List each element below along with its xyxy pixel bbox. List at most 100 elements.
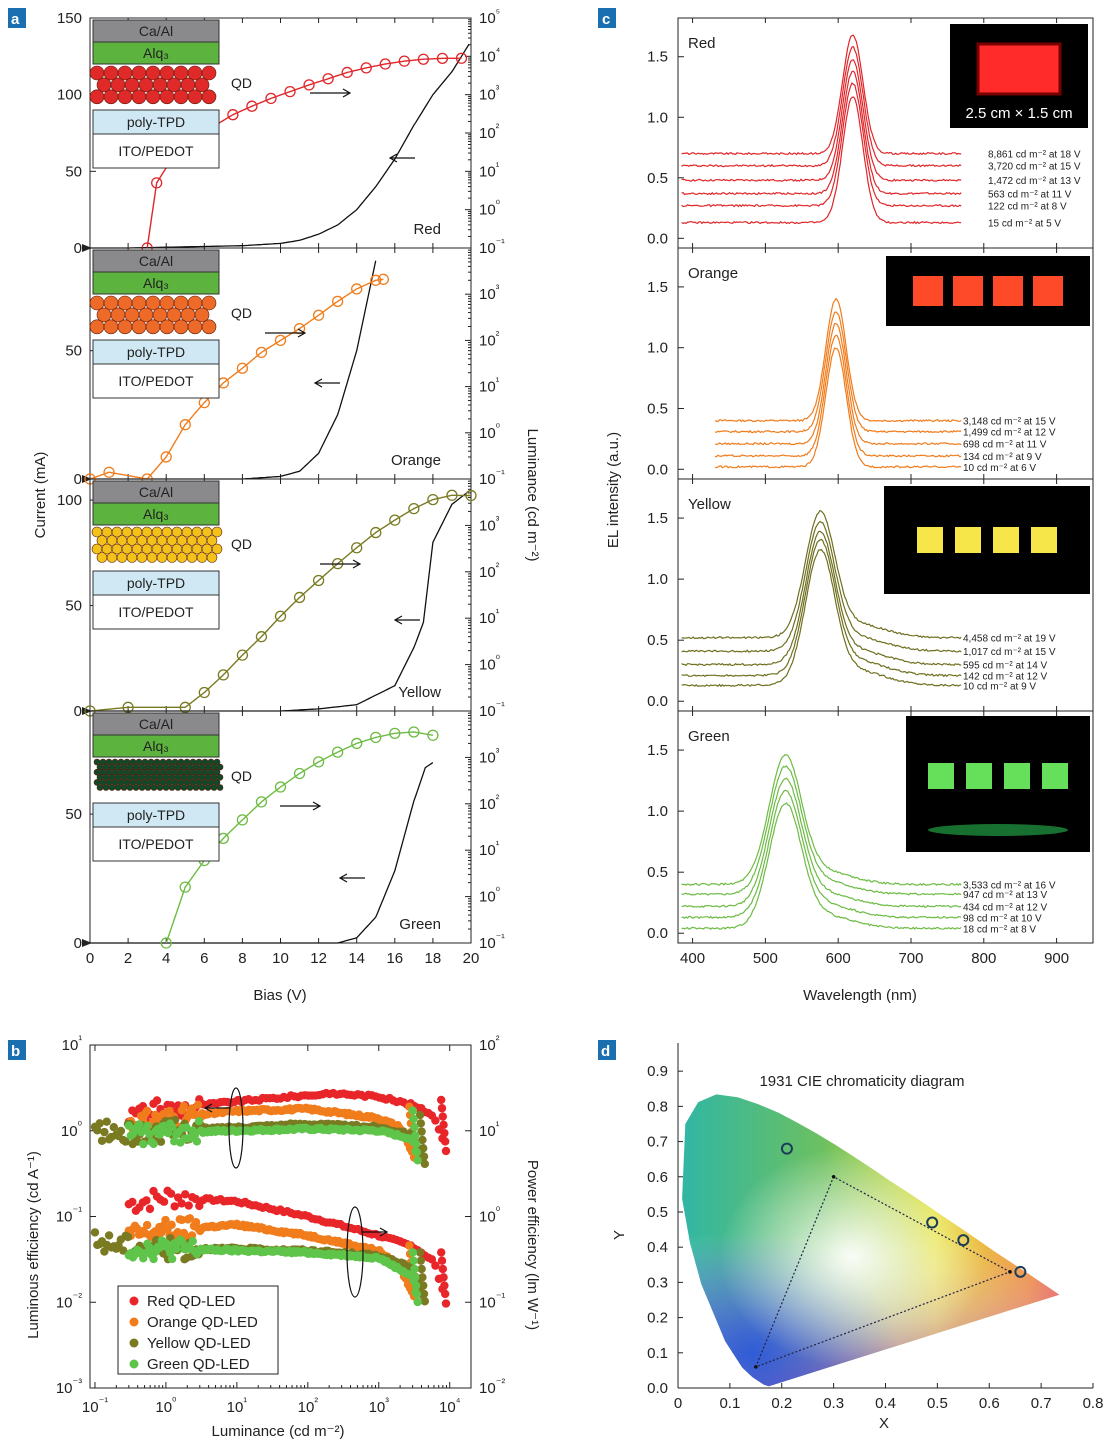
panel-a-luminance-point (455, 52, 468, 64)
panel-b-legend-marker (129, 1359, 139, 1369)
qd-dot (145, 65, 161, 81)
panel-c-series-name: Orange (688, 265, 738, 282)
qd-dot (89, 295, 105, 311)
panel-a-luminance-point (236, 649, 249, 661)
qd-dot (152, 307, 168, 323)
qd-dot (117, 295, 133, 311)
panel-b-data-point (440, 1137, 450, 1146)
qd-dot (216, 784, 224, 791)
panel-c-curve-label: 3,148 cd m⁻² at 15 V (963, 417, 1056, 428)
qd-dot (198, 784, 206, 791)
qd-dot (173, 319, 189, 335)
panel-c-inset-photo (906, 716, 1090, 852)
panel-b-ytick-label: 10⁰ (61, 1120, 83, 1140)
panel-b-data-point (405, 1241, 414, 1250)
panel-b-data-point (181, 1190, 190, 1199)
photo-led-pixel (976, 42, 1062, 96)
panel-b-data-point (441, 1146, 451, 1156)
panel-c-ytick-label: 0.0 (647, 461, 668, 478)
panel-d-gamut-vertex (754, 1365, 758, 1369)
qd-dot (159, 65, 175, 81)
qd-dot (138, 77, 154, 93)
panel-d-qd-point (1014, 1265, 1027, 1278)
qd-dot (159, 319, 175, 335)
panel-c-ylabel: EL intensity (a.u.) (605, 432, 622, 548)
panel-b: 10⁻¹ 10⁰ 10¹ 10² 10³ 10⁴ 10⁻³ 10⁻² 10⁻¹ 10⁰ 10¹ 10⁻… (56, 1034, 506, 1416)
panel-a-xlabel: Bias (V) (253, 987, 306, 1004)
panel-b-data-point (417, 1264, 426, 1274)
panel-a-luminance-point (312, 756, 325, 768)
qd-dot (201, 319, 217, 335)
qd-dot (103, 319, 119, 335)
panel-b-data-point (104, 1231, 114, 1240)
panel-b-data-point (142, 1220, 152, 1230)
panel-b-xtick-label: 10⁻¹ (82, 1396, 108, 1416)
panel-b-plot: 10⁻¹ 10⁰ 10¹ 10² 10³ 10⁴ 10⁻³ 10⁻² 10⁻¹ 10⁰ 10¹ 10⁻… (56, 1034, 506, 1416)
panel-c-curve-label: 8,861 cd m⁻² at 18 V (988, 150, 1081, 161)
panel-b-legend-marker (129, 1296, 139, 1306)
layer-ca-al-label: Ca/Al (139, 253, 173, 269)
qd-dot (89, 65, 105, 81)
qd-dot (187, 319, 203, 335)
panel-a-luminance-point (389, 514, 401, 526)
qd-dot (206, 535, 218, 546)
panel-a-luminance-point (379, 58, 391, 70)
panel-a-luminance-point (436, 52, 449, 64)
panel-a-xtick-label: 6 (200, 950, 208, 967)
panel-a-rtick-label: 10⁻¹ (479, 468, 505, 488)
panel-c-spectrum (714, 311, 962, 434)
panel-a-rtick-label: 10⁵ (479, 7, 500, 27)
panel-c-spectrum (681, 548, 962, 688)
panel-b-series-red (124, 1088, 451, 1308)
panel-b-data-point (142, 1196, 151, 1205)
panel-a-rtick-label: 10³ (479, 283, 500, 303)
panel-b-ellipse-left (228, 1087, 244, 1169)
panel-b-data-point (418, 1135, 427, 1145)
panel-a-rtick-label: 10¹ (479, 839, 500, 859)
panel-a-luminance-point (370, 526, 382, 539)
panel-b-data-point (116, 1126, 126, 1136)
photo-led-pixel (955, 527, 981, 553)
panel-a-luminance-point (322, 73, 334, 85)
panel-a-rtick-label: 10² (479, 561, 500, 581)
layer-qd (89, 65, 217, 105)
qd-dot (106, 552, 118, 563)
panel-b-data-point (431, 1261, 440, 1270)
qd-dot (131, 295, 147, 311)
panel-b-data-point (191, 1194, 200, 1204)
panel-a-luminance-point (293, 767, 306, 780)
layer-qd (91, 526, 223, 563)
panel-a-luminance-point (351, 542, 363, 554)
panel-c-curve-label: 4,458 cd m⁻² at 19 V (963, 634, 1056, 645)
qd-dot (126, 784, 134, 791)
qd-dot (131, 319, 147, 335)
panel-c-spectrum (681, 509, 962, 640)
photo-led-pixel (917, 527, 943, 553)
panel-d-badge: d (598, 1040, 616, 1060)
panel-a-luminance-point (160, 451, 172, 463)
panel-c-spectrum (681, 777, 962, 908)
layer-alq3-label: Alq₃ (143, 275, 169, 291)
panel-c-ytick-label: 1.0 (647, 340, 668, 357)
panel-b-legend-marker (129, 1338, 139, 1348)
panel-a-luminance-point (255, 796, 268, 808)
qd-dot (180, 307, 196, 323)
panel-b-data-point (194, 1117, 204, 1126)
panel-a-xtick-label: 8 (238, 950, 246, 967)
panel-c-spectrum (681, 754, 962, 887)
panel-b-data-point (179, 1101, 189, 1111)
panel-a-ytick-label: 150 (57, 10, 82, 27)
qd-dot (150, 784, 158, 791)
panel-a-luminance-point (293, 591, 306, 604)
panel-b-data-point (167, 1254, 177, 1264)
panel-a-luminance-point (351, 737, 363, 750)
panel-b-ytick-label: 10⁻³ (56, 1377, 82, 1397)
qd-dot (194, 307, 210, 323)
qd-dot (124, 307, 140, 323)
qd-dot (117, 65, 133, 81)
panel-b-rtick-label: 10¹ (479, 1120, 500, 1140)
panel-c-ytick-label: 0.5 (647, 170, 668, 187)
panel-a-rtick-label: 10⁻¹ (479, 237, 505, 257)
panel-a-rtick-label: 10¹ (479, 376, 500, 396)
photo-led-pixel (993, 276, 1023, 306)
